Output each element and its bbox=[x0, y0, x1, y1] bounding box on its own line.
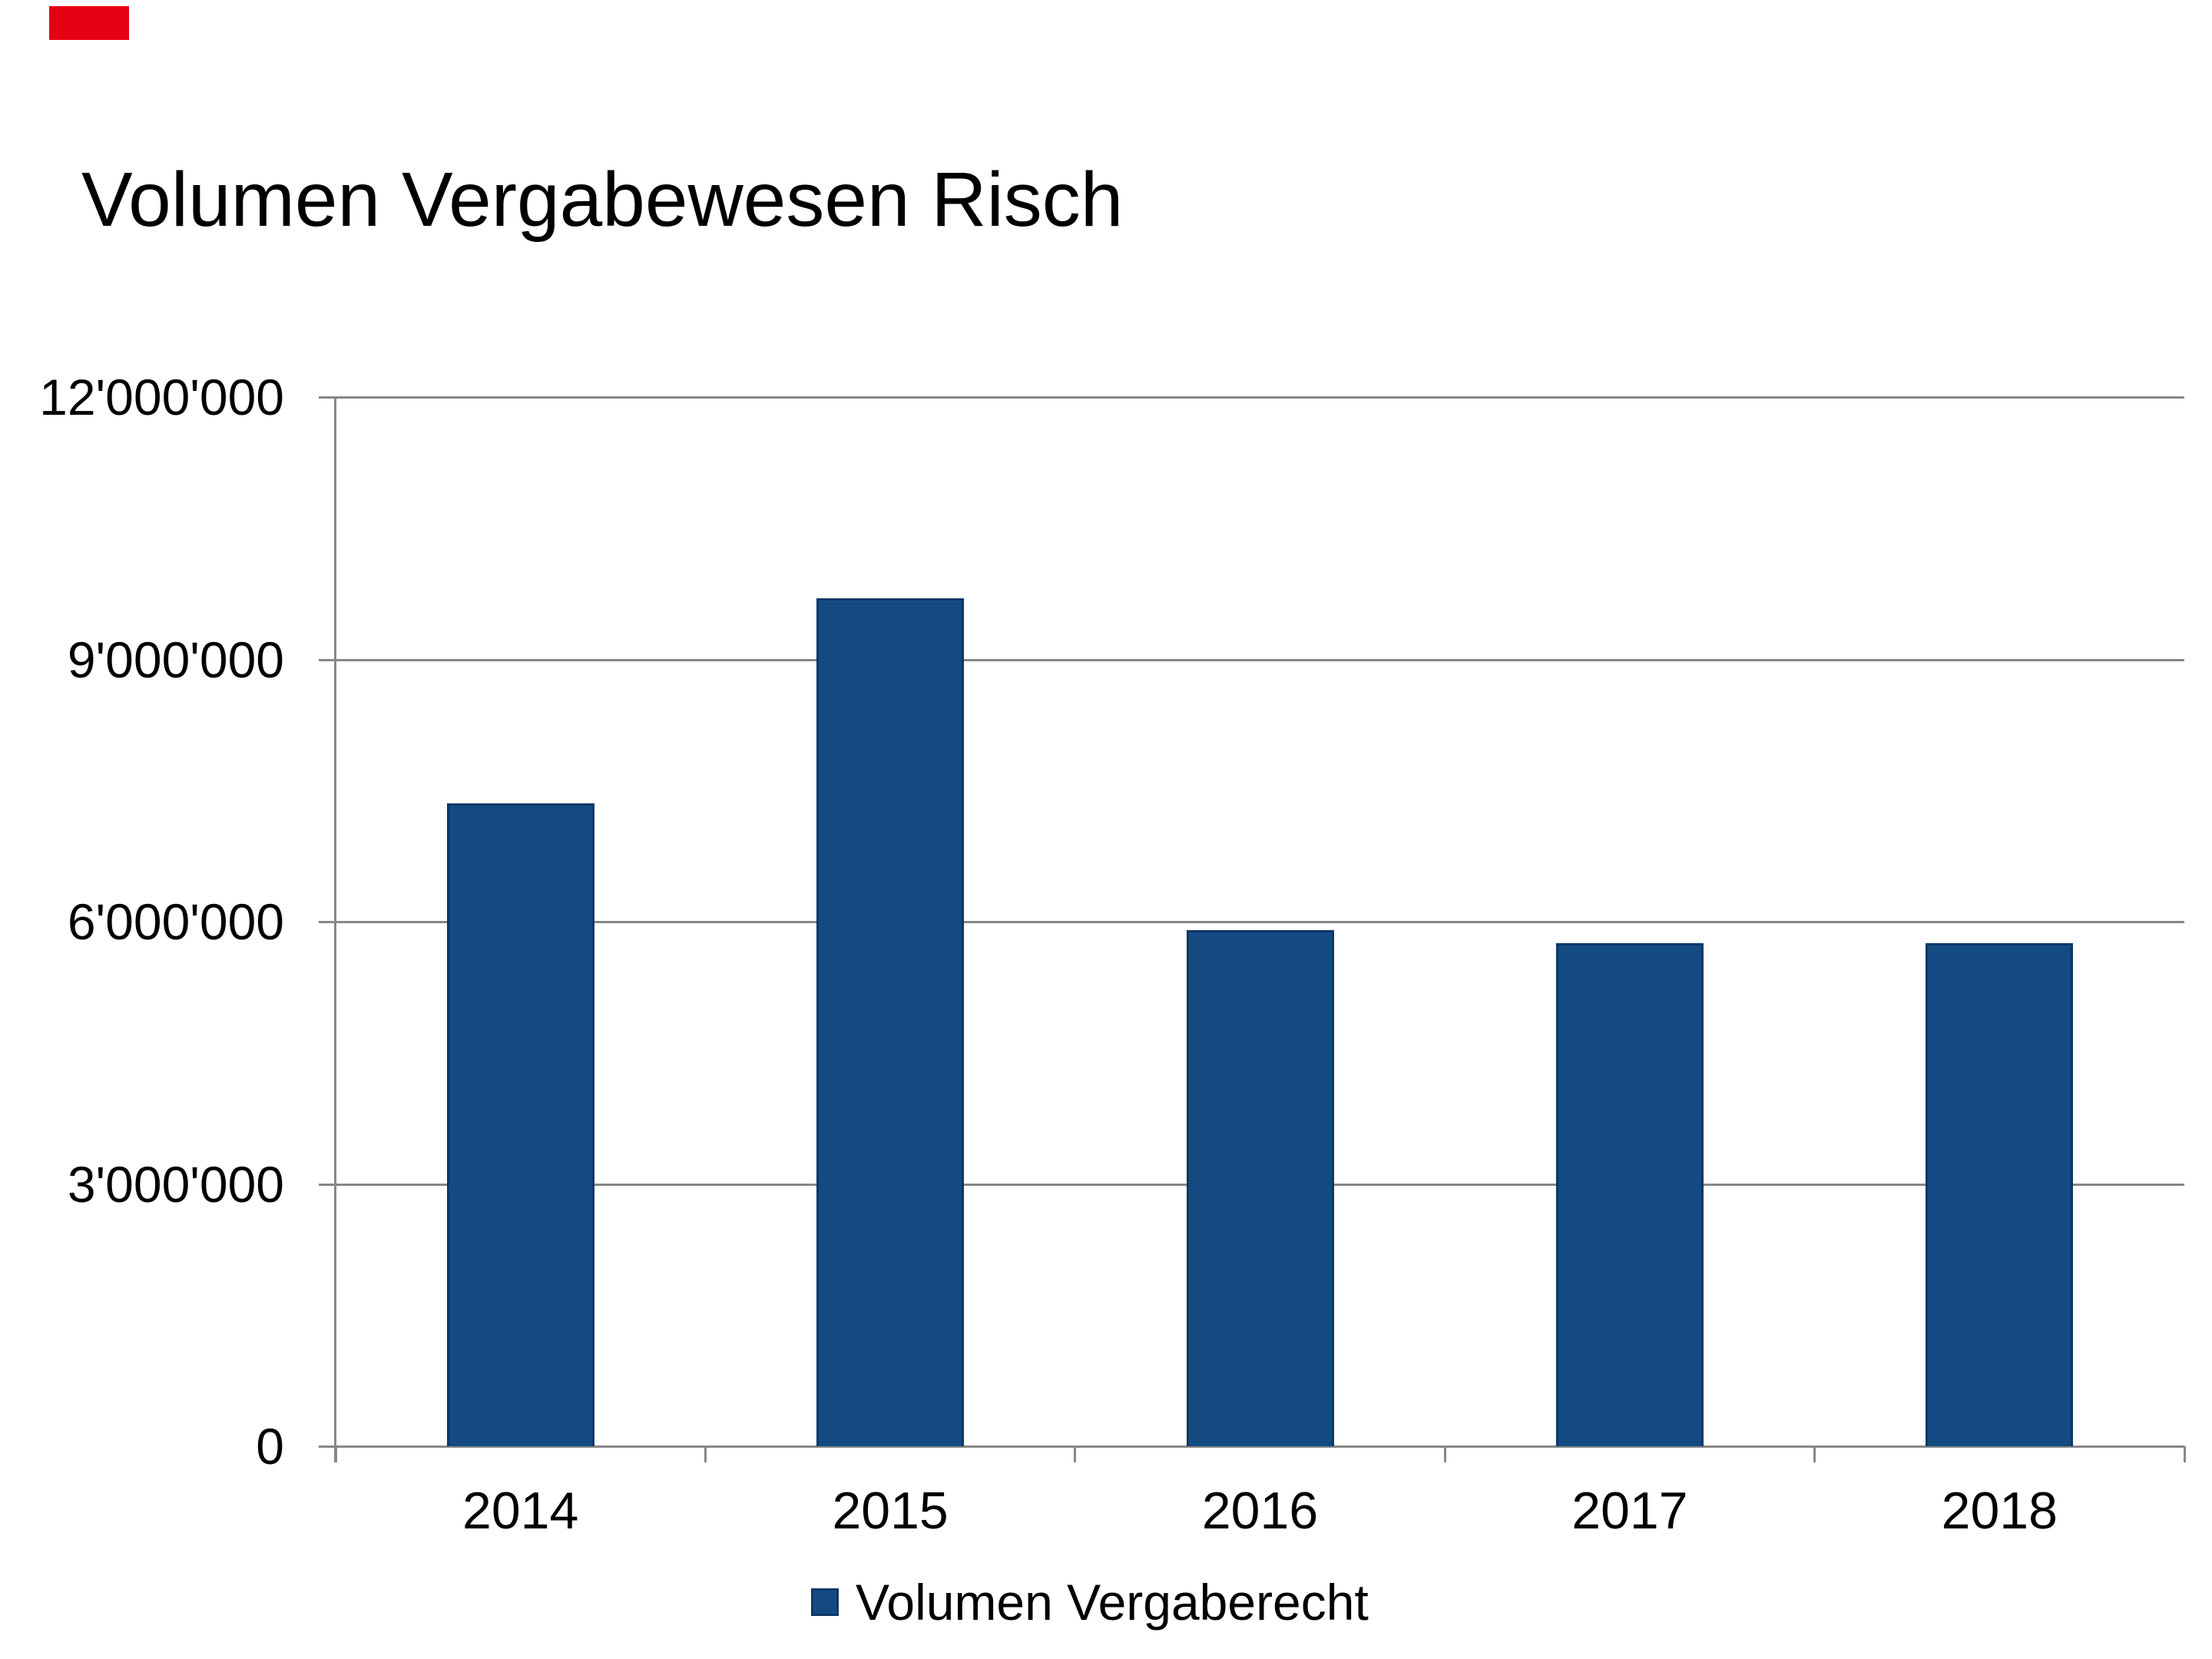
bar-2017 bbox=[1555, 943, 1704, 1446]
y-tick-label: 0 bbox=[256, 1418, 284, 1475]
gridline bbox=[319, 1445, 2184, 1448]
plot-area bbox=[319, 396, 2184, 1462]
bar-2018 bbox=[1926, 943, 2074, 1446]
legend-swatch bbox=[811, 1588, 839, 1616]
bar-2014 bbox=[446, 803, 594, 1446]
x-tick-label: 2016 bbox=[1201, 1482, 1319, 1540]
x-tick-mark bbox=[1074, 1446, 1077, 1462]
legend-label: Volumen Vergaberecht bbox=[856, 1574, 1369, 1631]
chart-title: Volumen Vergabewesen Risch bbox=[81, 157, 1124, 243]
gridline bbox=[319, 396, 2184, 399]
bar-2015 bbox=[816, 598, 965, 1446]
y-tick-label: 9'000'000 bbox=[67, 631, 284, 688]
gridline bbox=[319, 921, 2184, 923]
x-tick-mark bbox=[704, 1446, 707, 1462]
gridline bbox=[319, 658, 2184, 661]
red-mark bbox=[49, 6, 129, 40]
x-tick-label: 2014 bbox=[462, 1482, 579, 1540]
x-tick-label: 2018 bbox=[1941, 1482, 2058, 1540]
x-tick-mark bbox=[1813, 1446, 1816, 1462]
bar-2016 bbox=[1186, 930, 1334, 1446]
x-tick-label: 2015 bbox=[832, 1482, 949, 1540]
legend: Volumen Vergaberecht bbox=[811, 1575, 1369, 1630]
y-tick-label: 6'000'000 bbox=[67, 893, 284, 950]
x-tick-mark bbox=[2183, 1446, 2186, 1462]
x-tick-mark bbox=[1443, 1446, 1446, 1462]
y-tick-label: 12'000'000 bbox=[39, 369, 284, 426]
x-tick-label: 2017 bbox=[1571, 1482, 1688, 1540]
y-axis-line bbox=[334, 397, 336, 1462]
y-tick-label: 3'000'000 bbox=[67, 1155, 284, 1213]
